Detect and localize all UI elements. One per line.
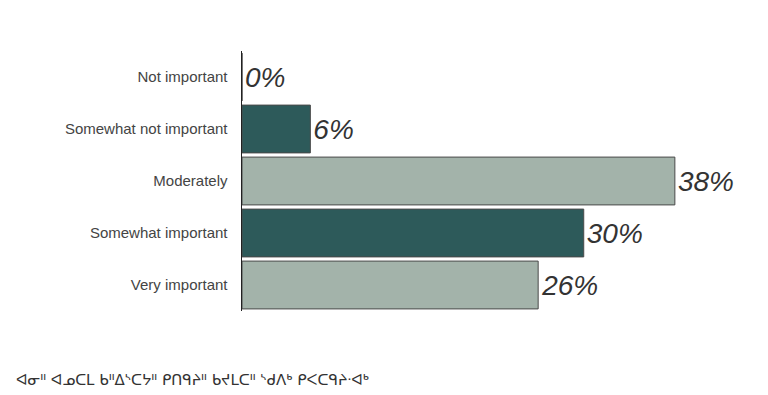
svg-text:Not important: Not important xyxy=(137,68,228,85)
svg-text:6%: 6% xyxy=(313,114,353,145)
svg-text:Somewhat important: Somewhat important xyxy=(90,224,228,241)
svg-text:Somewhat not important: Somewhat not important xyxy=(65,120,228,137)
svg-text:30%: 30% xyxy=(587,218,643,249)
svg-text:ᐊᓂᐦ ᐊᓄᑕᒪ ᑲᐦᐃᔅᑕᔭᐦ ᑭᑎᑫᔨᐦ ᑲᔪᒪᑕᐦ ᔅ: ᐊᓂᐦ ᐊᓄᑕᒪ ᑲᐦᐃᔅᑕᔭᐦ ᑭᑎᑫᔨᐦ ᑲᔪᒪᑕᐦ ᔅᑯᐱᒃ ᑭᐸᑕᑫᔨᐧ… xyxy=(16,371,369,389)
svg-text:26%: 26% xyxy=(541,270,598,301)
svg-text:Very important: Very important xyxy=(131,276,229,293)
svg-text:0%: 0% xyxy=(245,62,285,93)
svg-text:38%: 38% xyxy=(678,166,734,197)
svg-text:Moderately: Moderately xyxy=(153,172,228,189)
